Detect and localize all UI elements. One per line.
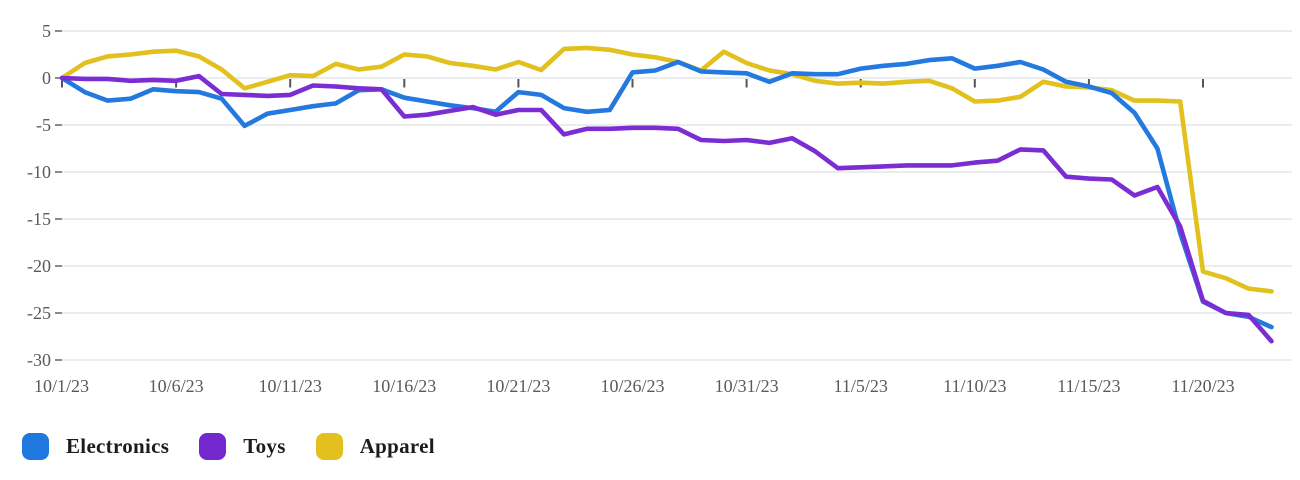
x-axis-label: 10/6/23 xyxy=(149,376,204,396)
x-axis-label: 11/5/23 xyxy=(834,376,888,396)
legend-item-apparel[interactable]: Apparel xyxy=(315,433,435,460)
legend-label-toys: Toys xyxy=(243,434,286,458)
x-axis-label: 11/10/23 xyxy=(943,376,1006,396)
y-axis-label: -30 xyxy=(27,350,51,370)
y-axis-label: -15 xyxy=(27,209,51,229)
x-axis-label: 10/21/23 xyxy=(486,376,550,396)
line-chart: 5 0 -5 -10 -15 -20 -25 -30 10/1/23 10/6/23 10/11/2… xyxy=(27,21,1292,396)
electronics-swatch-icon xyxy=(22,433,49,460)
y-axis-label: 0 xyxy=(42,68,51,88)
x-axis-label: 11/15/23 xyxy=(1057,376,1120,396)
series-line-electronics[interactable] xyxy=(59,55,1274,330)
x-axis-label: 10/26/23 xyxy=(600,376,664,396)
y-axis-label: 5 xyxy=(42,21,51,41)
toys-swatch-icon xyxy=(199,433,227,460)
series-line-apparel[interactable] xyxy=(59,45,1274,294)
series-line-toys[interactable] xyxy=(59,73,1274,344)
legend-item-toys[interactable]: Toys xyxy=(199,433,285,460)
x-axis-label: 10/31/23 xyxy=(715,376,779,396)
x-axis-label: 10/11/23 xyxy=(259,376,322,396)
legend-item-electronics[interactable]: Electronics xyxy=(22,433,169,460)
chart-legend: Electronics Toys Apparel xyxy=(22,433,435,460)
y-axis-label: -25 xyxy=(27,303,51,323)
legend-label-electronics: Electronics xyxy=(66,434,170,458)
y-axis-label: -5 xyxy=(36,115,51,135)
x-axis-label: 10/16/23 xyxy=(372,376,436,396)
y-axis-label: -20 xyxy=(27,256,51,276)
y-axis-label: -10 xyxy=(27,162,51,182)
apparel-swatch-icon xyxy=(315,433,343,460)
legend-label-apparel: Apparel xyxy=(359,434,435,458)
x-axis-label: 10/1/23 xyxy=(34,376,89,396)
x-axis-label: 11/20/23 xyxy=(1171,376,1234,396)
